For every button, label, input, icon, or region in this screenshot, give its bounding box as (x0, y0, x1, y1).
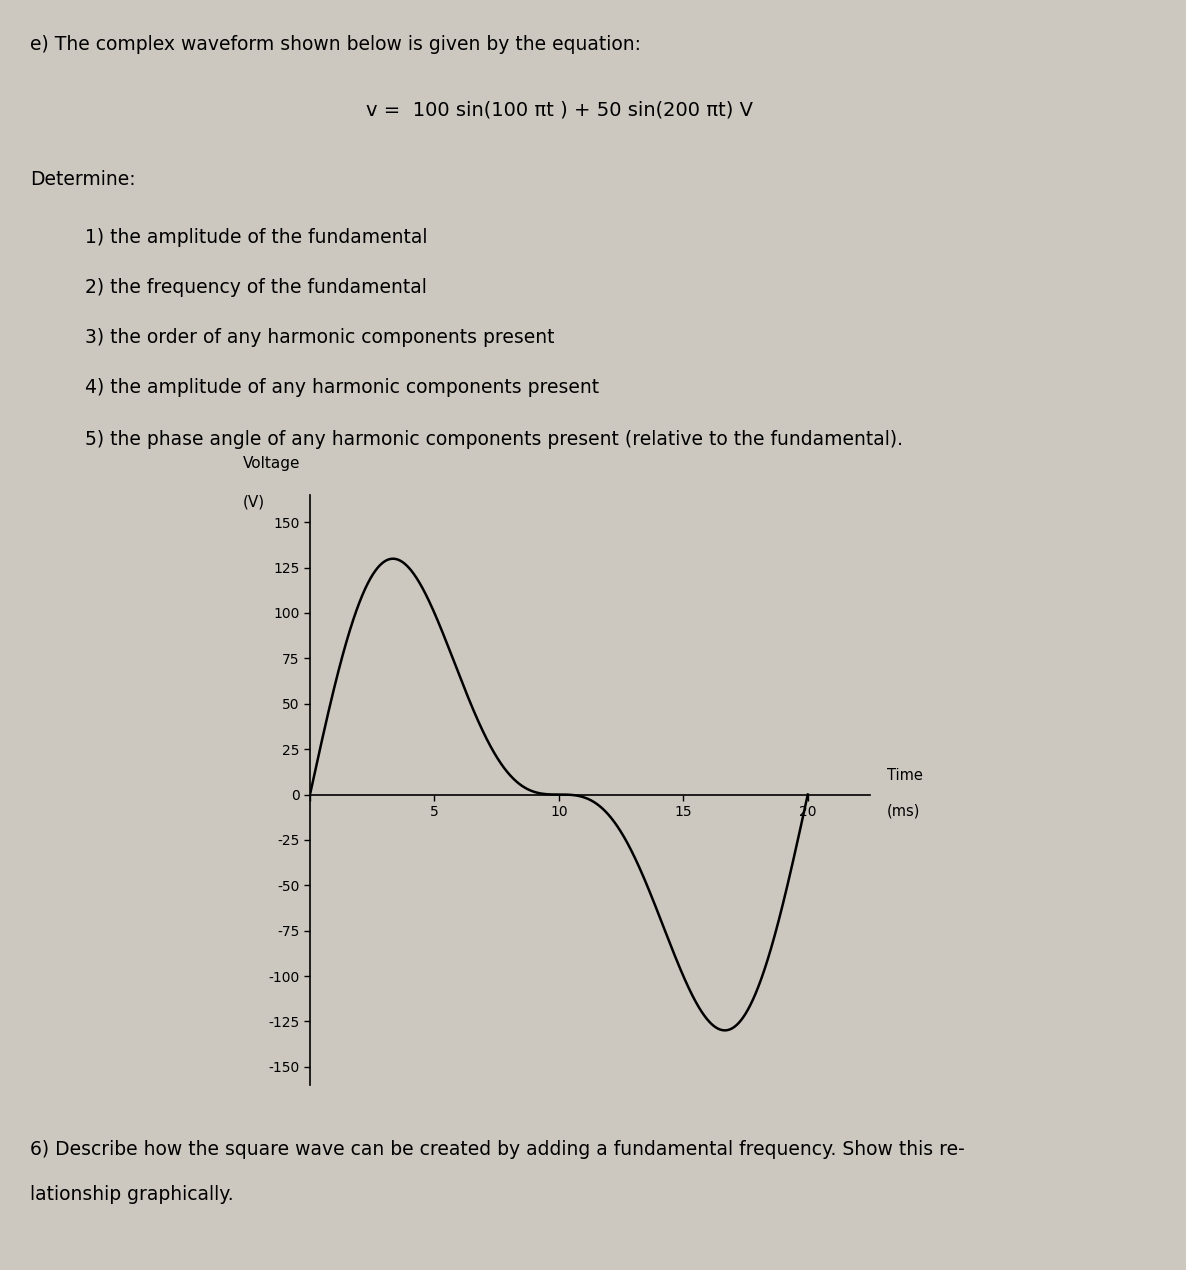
Text: 3) the order of any harmonic components present: 3) the order of any harmonic components … (85, 328, 555, 347)
Text: 6) Describe how the square wave can be created by adding a fundamental frequency: 6) Describe how the square wave can be c… (30, 1140, 964, 1160)
Text: 2) the frequency of the fundamental: 2) the frequency of the fundamental (85, 278, 427, 297)
Text: Determine:: Determine: (30, 170, 135, 189)
Text: e) The complex waveform shown below is given by the equation:: e) The complex waveform shown below is g… (30, 36, 640, 55)
Text: (ms): (ms) (887, 803, 920, 818)
Text: Voltage: Voltage (243, 456, 300, 471)
Text: (V): (V) (243, 495, 264, 509)
Text: Time: Time (887, 768, 923, 782)
Text: 5) the phase angle of any harmonic components present (relative to the fundament: 5) the phase angle of any harmonic compo… (85, 431, 903, 450)
Text: 1) the amplitude of the fundamental: 1) the amplitude of the fundamental (85, 229, 427, 246)
Text: v =  100 sin(100 πt ) + 50 sin(200 πt) V: v = 100 sin(100 πt ) + 50 sin(200 πt) V (366, 100, 753, 119)
Text: lationship graphically.: lationship graphically. (30, 1185, 234, 1204)
Text: 4) the amplitude of any harmonic components present: 4) the amplitude of any harmonic compone… (85, 378, 599, 398)
